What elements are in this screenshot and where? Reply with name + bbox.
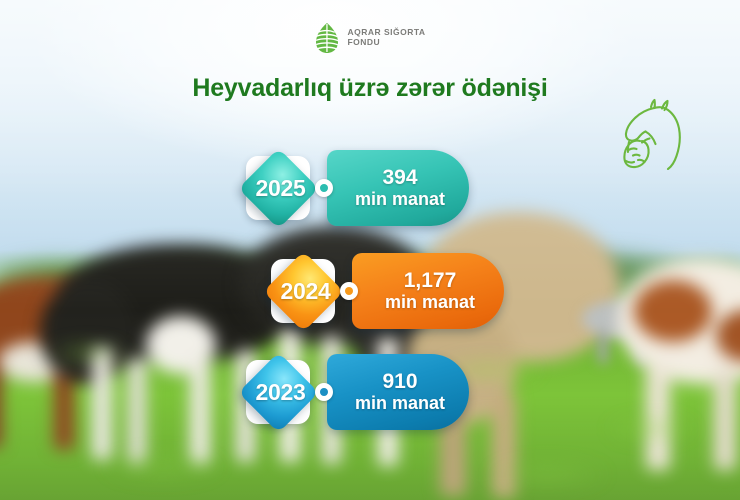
value-amount: 910 — [382, 369, 418, 393]
value-pill-2023: 910 min manat — [327, 354, 469, 430]
value-unit: min manat — [354, 189, 446, 210]
year-badge-2023: 2023 — [238, 352, 319, 433]
connector-dot-2025 — [315, 179, 333, 197]
cow-and-sheep-head-icon — [623, 98, 681, 170]
data-row-2025: 2025 394 min manat — [238, 140, 469, 236]
year-badge-2025: 2025 — [238, 148, 319, 229]
year-label: 2023 — [255, 378, 306, 405]
value-unit: min manat — [354, 393, 446, 414]
brand-name-line2: FONDU — [347, 37, 381, 47]
value-amount: 394 — [382, 165, 418, 189]
data-row-2024: 2024 1,177 min manat — [263, 243, 504, 339]
brand-logo: AQRAR SIĞORTA FONDU — [0, 22, 740, 54]
data-row-2023: 2023 910 min manat — [238, 344, 469, 440]
brand-name-line1: AQRAR SIĞORTA — [347, 27, 426, 38]
value-unit: min manat — [384, 292, 476, 313]
value-pill-2024: 1,177 min manat — [352, 253, 504, 329]
value-amount: 1,177 — [403, 268, 457, 292]
year-badge-2024: 2024 — [263, 251, 344, 332]
leaf-logo-icon — [316, 23, 339, 53]
connector-dot-2023 — [315, 383, 333, 401]
brand-name: AQRAR SIĞORTA FONDU — [347, 28, 425, 47]
page-title: Heyvadarlıq üzrə zərər ödənişi — [192, 74, 548, 102]
year-label: 2025 — [255, 174, 306, 201]
connector-dot-2024 — [340, 282, 358, 300]
value-pill-2025: 394 min manat — [327, 150, 469, 226]
year-label: 2024 — [280, 277, 331, 304]
